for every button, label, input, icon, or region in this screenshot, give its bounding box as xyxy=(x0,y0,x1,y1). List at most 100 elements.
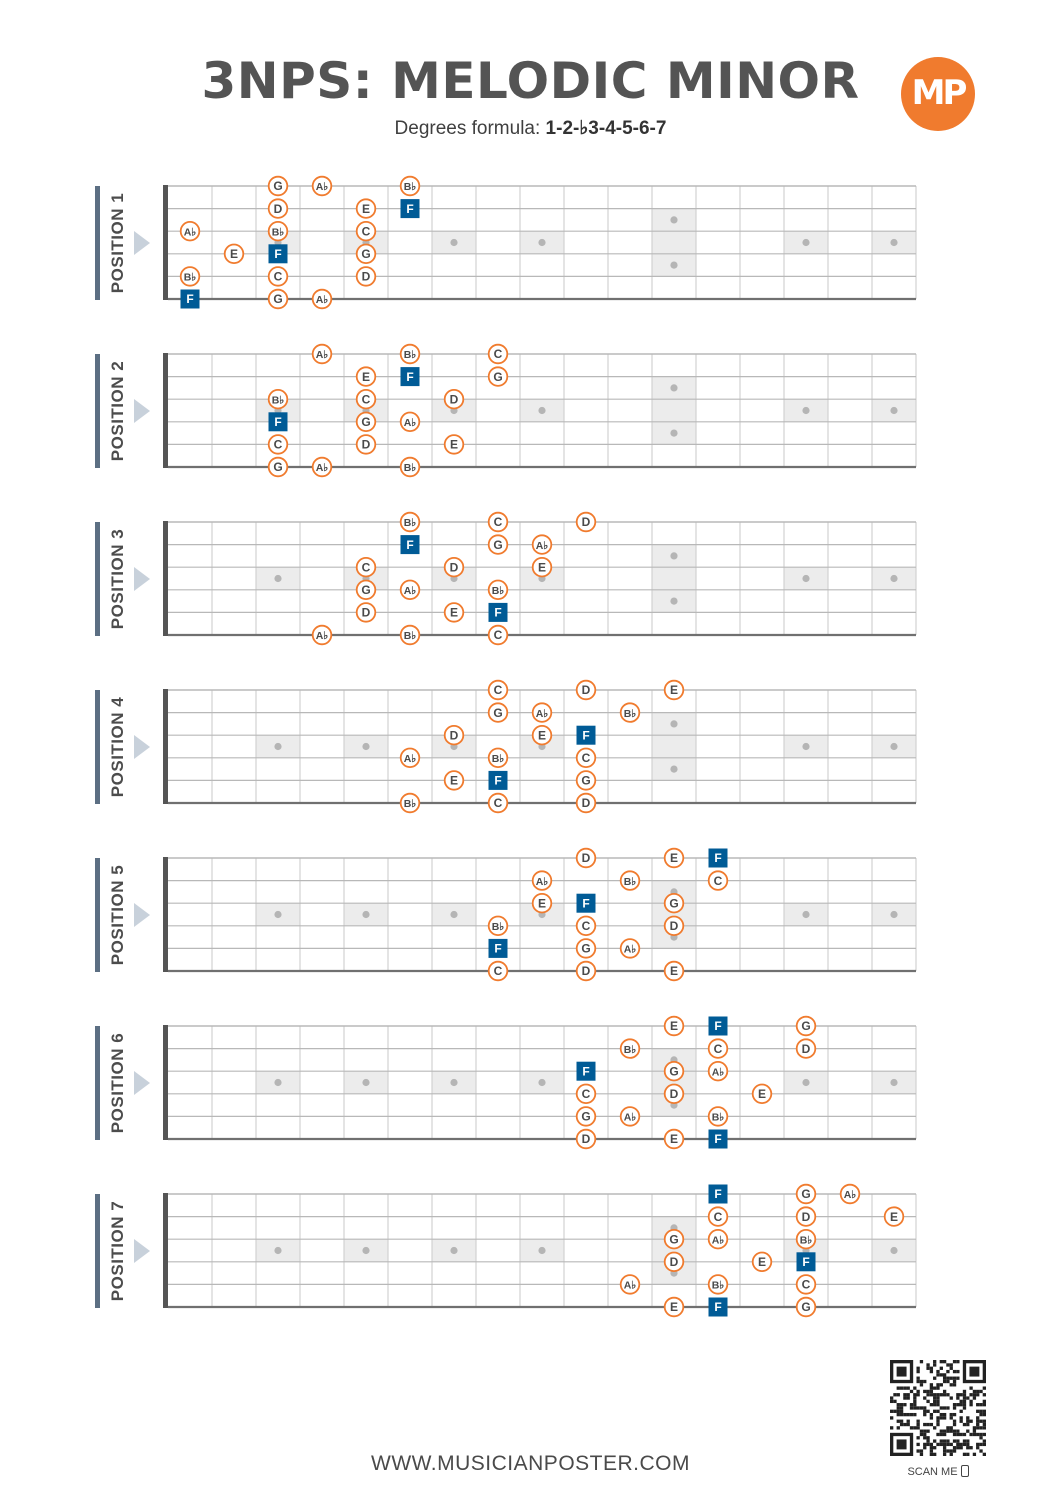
note-marker[interactable]: G xyxy=(795,1296,817,1318)
note-marker[interactable]: D xyxy=(795,1206,817,1227)
note-marker[interactable]: B♭ xyxy=(619,702,641,723)
note-marker[interactable]: G xyxy=(267,456,289,478)
note-marker[interactable]: A♭ xyxy=(311,624,333,646)
note-marker[interactable]: D xyxy=(267,198,289,219)
note-marker[interactable]: C xyxy=(487,792,509,814)
note-marker[interactable]: A♭ xyxy=(619,1274,641,1295)
note-marker[interactable]: B♭ xyxy=(399,175,421,197)
note-marker[interactable]: B♭ xyxy=(795,1229,817,1250)
root-note-marker[interactable]: F xyxy=(576,725,596,745)
note-marker[interactable]: G xyxy=(663,1229,685,1250)
note-marker[interactable]: A♭ xyxy=(707,1229,729,1250)
note-marker[interactable]: D xyxy=(575,679,597,701)
note-marker[interactable]: D xyxy=(575,511,597,533)
note-marker[interactable]: A♭ xyxy=(531,534,553,555)
note-marker[interactable]: C xyxy=(487,624,509,646)
root-note-marker[interactable]: F xyxy=(268,412,288,432)
note-marker[interactable]: C xyxy=(575,747,597,769)
note-marker[interactable]: G xyxy=(267,288,289,310)
note-marker[interactable]: A♭ xyxy=(839,1183,861,1205)
note-marker[interactable]: B♭ xyxy=(267,389,289,410)
note-marker[interactable]: C xyxy=(267,266,289,287)
note-marker[interactable]: G xyxy=(795,1015,817,1037)
website-link[interactable]: WWW.MUSICIANPOSTER.COM xyxy=(371,1452,690,1475)
note-marker[interactable]: B♭ xyxy=(487,915,509,937)
brand-logo[interactable]: MP xyxy=(901,57,975,131)
root-note-marker[interactable]: F xyxy=(576,1061,596,1081)
note-marker[interactable]: G xyxy=(487,702,509,723)
note-marker[interactable]: C xyxy=(487,960,509,982)
note-marker[interactable]: B♭ xyxy=(707,1106,729,1127)
note-marker[interactable]: B♭ xyxy=(619,870,641,891)
note-marker[interactable]: C xyxy=(355,221,377,242)
note-marker[interactable]: D xyxy=(355,266,377,287)
note-marker[interactable]: D xyxy=(663,1251,685,1273)
note-marker[interactable]: G xyxy=(487,534,509,555)
note-marker[interactable]: C xyxy=(487,679,509,701)
note-marker[interactable]: C xyxy=(707,1206,729,1227)
note-marker[interactable]: A♭ xyxy=(399,747,421,769)
root-note-marker[interactable]: F xyxy=(576,893,596,913)
note-marker[interactable]: D xyxy=(355,602,377,623)
note-marker[interactable]: B♭ xyxy=(619,1038,641,1059)
note-marker[interactable]: A♭ xyxy=(619,938,641,959)
root-note-marker[interactable]: F xyxy=(796,1252,816,1272)
note-marker[interactable]: B♭ xyxy=(399,456,421,478)
note-marker[interactable]: E xyxy=(663,960,685,982)
note-marker[interactable]: B♭ xyxy=(487,747,509,769)
root-note-marker[interactable]: F xyxy=(400,199,420,219)
note-marker[interactable]: E xyxy=(223,243,245,265)
note-marker[interactable]: E xyxy=(355,198,377,219)
note-marker[interactable]: C xyxy=(355,557,377,578)
note-marker[interactable]: G xyxy=(355,243,377,265)
root-note-marker[interactable]: F xyxy=(708,1184,728,1204)
note-marker[interactable]: A♭ xyxy=(311,175,333,197)
note-marker[interactable]: D xyxy=(443,725,465,746)
note-marker[interactable]: A♭ xyxy=(179,221,201,242)
note-marker[interactable]: D xyxy=(575,1128,597,1150)
note-marker[interactable]: B♭ xyxy=(179,266,201,287)
note-marker[interactable]: E xyxy=(443,602,465,623)
root-note-marker[interactable]: F xyxy=(268,244,288,264)
root-note-marker[interactable]: F xyxy=(708,848,728,868)
note-marker[interactable]: E xyxy=(443,434,465,455)
note-marker[interactable]: E xyxy=(663,1296,685,1318)
root-note-marker[interactable]: F xyxy=(180,289,200,309)
note-marker[interactable]: D xyxy=(663,915,685,937)
note-marker[interactable]: A♭ xyxy=(399,579,421,601)
note-marker[interactable]: E xyxy=(443,770,465,791)
note-marker[interactable]: A♭ xyxy=(531,702,553,723)
note-marker[interactable]: A♭ xyxy=(311,288,333,310)
note-marker[interactable]: C xyxy=(575,915,597,937)
note-marker[interactable]: C xyxy=(707,1038,729,1059)
note-marker[interactable]: D xyxy=(575,792,597,814)
note-marker[interactable]: E xyxy=(531,557,553,578)
note-marker[interactable]: B♭ xyxy=(487,579,509,601)
root-note-marker[interactable]: F xyxy=(708,1297,728,1317)
note-marker[interactable]: B♭ xyxy=(399,624,421,646)
root-note-marker[interactable]: F xyxy=(488,938,508,958)
note-marker[interactable]: E xyxy=(355,366,377,387)
note-marker[interactable]: E xyxy=(531,893,553,914)
note-marker[interactable]: D xyxy=(575,960,597,982)
note-marker[interactable]: C xyxy=(575,1083,597,1105)
note-marker[interactable]: G xyxy=(663,893,685,914)
note-marker[interactable]: C xyxy=(707,870,729,891)
note-marker[interactable]: E xyxy=(663,1128,685,1150)
note-marker[interactable]: E xyxy=(883,1206,905,1227)
note-marker[interactable]: C xyxy=(487,343,509,365)
note-marker[interactable]: D xyxy=(663,1083,685,1105)
note-marker[interactable]: B♭ xyxy=(399,511,421,533)
note-marker[interactable]: A♭ xyxy=(311,343,333,365)
note-marker[interactable]: C xyxy=(355,389,377,410)
note-marker[interactable]: G xyxy=(663,1061,685,1082)
note-marker[interactable]: D xyxy=(795,1038,817,1059)
root-note-marker[interactable]: F xyxy=(488,602,508,622)
note-marker[interactable]: D xyxy=(443,557,465,578)
note-marker[interactable]: E xyxy=(531,725,553,746)
note-marker[interactable]: G xyxy=(575,938,597,959)
root-note-marker[interactable]: F xyxy=(708,1016,728,1036)
note-marker[interactable]: B♭ xyxy=(707,1274,729,1295)
note-marker[interactable]: B♭ xyxy=(267,221,289,242)
note-marker[interactable]: A♭ xyxy=(619,1106,641,1127)
